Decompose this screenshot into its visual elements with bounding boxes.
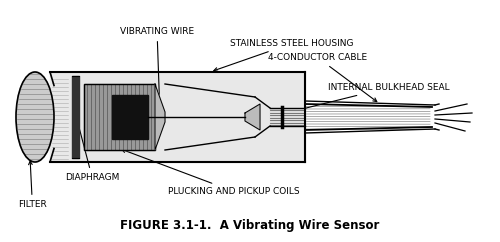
Bar <box>112 95 148 139</box>
Bar <box>84 84 155 150</box>
Polygon shape <box>155 84 165 150</box>
Bar <box>50 72 305 162</box>
Text: INTERNAL BULKHEAD SEAL: INTERNAL BULKHEAD SEAL <box>286 83 450 114</box>
Bar <box>84 84 155 150</box>
Ellipse shape <box>16 72 54 162</box>
Polygon shape <box>245 104 260 130</box>
Bar <box>270 108 305 126</box>
Text: FILTER: FILTER <box>18 161 47 209</box>
Text: 4-CONDUCTOR CABLE: 4-CONDUCTOR CABLE <box>268 53 377 102</box>
Bar <box>72 76 79 158</box>
Text: STAINLESS STEEL HOUSING: STAINLESS STEEL HOUSING <box>214 39 354 71</box>
Text: FIGURE 3.1-1.  A Vibrating Wire Sensor: FIGURE 3.1-1. A Vibrating Wire Sensor <box>120 219 380 232</box>
Text: DIAPHRAGM: DIAPHRAGM <box>65 116 120 182</box>
Text: VIBRATING WIRE: VIBRATING WIRE <box>120 27 194 112</box>
Text: PLUCKING AND PICKUP COILS: PLUCKING AND PICKUP COILS <box>122 149 300 196</box>
